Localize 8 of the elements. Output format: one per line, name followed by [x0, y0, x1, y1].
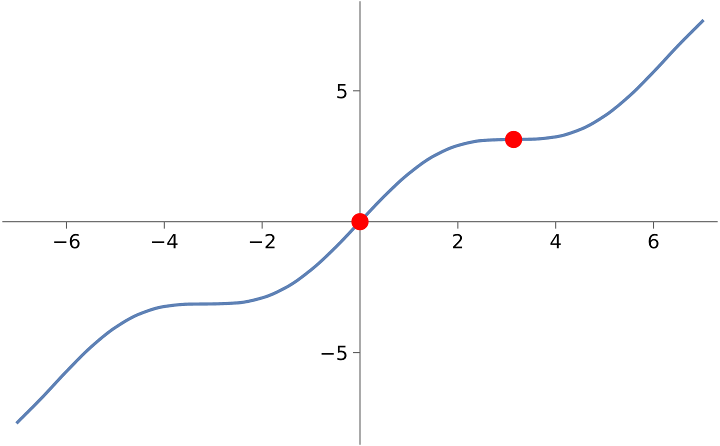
x-tick-label: −4 [152, 234, 178, 248]
x-tick-label: 6 [648, 234, 658, 249]
x-tick-label: −2 [250, 234, 275, 248]
x-tick-label: −6 [54, 234, 80, 249]
y-tick-label: −5 [322, 346, 346, 360]
x-tick-label: 2 [453, 234, 462, 248]
y-tick-label: 5 [337, 84, 346, 98]
x-tick-label: 4 [550, 234, 561, 248]
